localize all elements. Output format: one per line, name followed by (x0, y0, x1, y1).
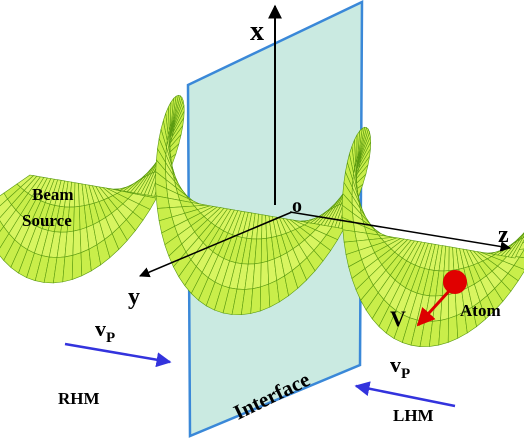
helix-patch (0, 226, 10, 249)
vp-left-label: vP (95, 316, 115, 346)
vp-right-main: v (390, 352, 401, 377)
helix-patch (511, 237, 524, 259)
helix-patch (507, 265, 524, 282)
helix-patch (71, 252, 83, 280)
helix-back (0, 94, 194, 284)
helix-front (155, 126, 524, 347)
helix-patch (0, 198, 12, 219)
helix-patch (0, 220, 4, 232)
velocity-label: V (390, 306, 406, 331)
helix-patch (0, 192, 8, 207)
atom-label: Atom (460, 301, 501, 320)
helix-patch (513, 256, 524, 270)
vp-left-arrow (64, 342, 172, 368)
helix-patch (438, 318, 449, 346)
helix-patch (342, 229, 357, 243)
rhm-label: RHM (58, 389, 100, 408)
vp-left-main: v (95, 316, 106, 341)
vp-right-arrow (354, 381, 456, 408)
beam-label: Beam (32, 185, 74, 204)
helix-patch (447, 315, 459, 343)
helix-patch (519, 249, 524, 258)
x-label: x (250, 16, 264, 47)
velocity-arrow (416, 288, 452, 327)
vp-right-label: vP (390, 352, 410, 382)
helix-patch (259, 283, 271, 312)
vp-right-sub: P (401, 366, 410, 382)
lhm-label: LHM (393, 406, 434, 425)
helix-patch (260, 260, 270, 288)
helix-patch (519, 233, 524, 240)
atom-dot (443, 270, 467, 294)
y-axis-arrow (139, 211, 293, 278)
vp-left-sub: P (106, 330, 115, 346)
z-axis-arrow (289, 211, 512, 252)
helix-patch (516, 232, 524, 242)
source-label: Source (22, 211, 72, 230)
y-label: y (128, 284, 140, 310)
z-label: z (498, 222, 509, 248)
origin-label: o (292, 195, 302, 217)
helix-patch (73, 206, 81, 232)
helix-patch (72, 229, 82, 256)
helix-patch (155, 195, 170, 209)
